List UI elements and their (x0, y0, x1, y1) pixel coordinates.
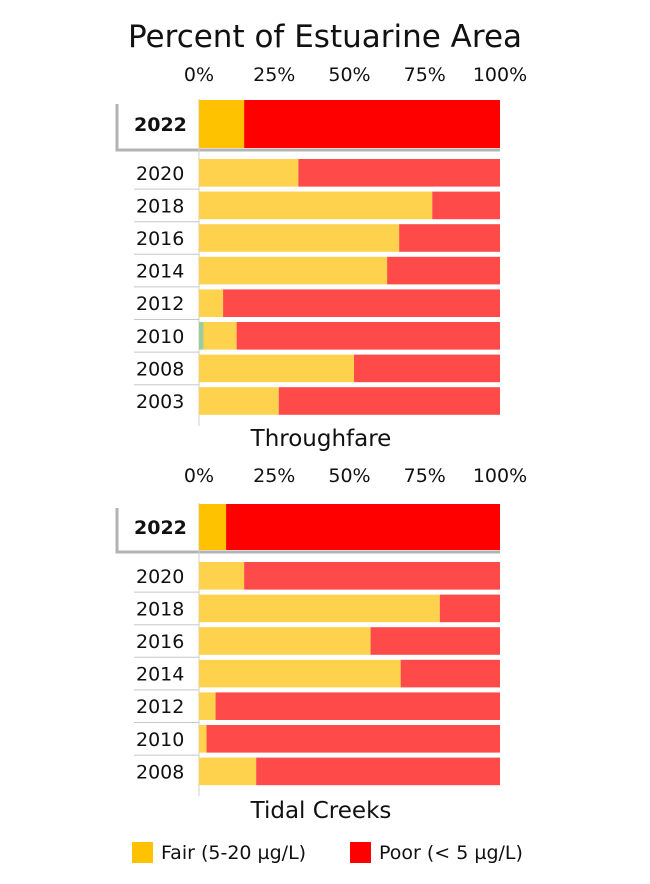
panel-1-bar-2008-fair (199, 354, 355, 383)
panel-1-category-label-2018: 2018 (136, 195, 184, 217)
panel-1-bar-2003-poor (278, 387, 500, 415)
panel-1-bar-2022-fair (199, 100, 245, 148)
panel-2-bar-2008-fair (199, 757, 257, 786)
panel-2-category-label-2008: 2008 (136, 761, 184, 783)
panel-1-bar-2020-fair (199, 159, 299, 187)
panel-1-category-label-2008: 2008 (136, 358, 184, 380)
panel-1-bar-2012-poor (223, 289, 500, 317)
panel-1-category-label-2010: 2010 (136, 326, 184, 348)
legend-label-fair: Fair (5-20 µg/L) (161, 842, 306, 864)
panel-2-category-label-2020: 2020 (136, 566, 184, 588)
panel-2-category-label-2022: 2022 (134, 517, 187, 539)
panel-1-category-label-2016: 2016 (136, 228, 184, 250)
panel-1-bar-2012-fair (199, 289, 224, 317)
panel-2-bar-2020-poor (244, 562, 500, 590)
panel-1-category-label-2020: 2020 (136, 163, 184, 185)
panel-2-bar-2012-poor (215, 692, 500, 720)
panel-2-panel-label: Tidal Creeks (250, 798, 392, 824)
panel-1-panel-label: Throughfare (250, 426, 392, 452)
panel-2-bar-2010-fair (199, 725, 207, 753)
panel-1-bar-2018-poor (432, 191, 500, 220)
panel-2-bar-2008-poor (256, 757, 500, 786)
panel-2-tick-label: 50% (328, 465, 370, 487)
panel-2-category-label-2016: 2016 (136, 631, 184, 653)
legend-label-poor: Poor (< 5 µg/L) (379, 842, 523, 864)
legend-swatch-poor (350, 842, 371, 863)
panel-1-category-label-2022: 2022 (134, 114, 187, 136)
panel-1-bar-2010-poor (236, 322, 500, 350)
panel-2-bar-2014-fair (199, 659, 401, 688)
panel-1-bar-2003-fair (199, 387, 279, 415)
panel-2-bar-2020-fair (199, 562, 245, 590)
panel-1-tick-label: 100% (473, 64, 527, 86)
panel-1-bar-2016-poor (399, 224, 500, 252)
panel-1-category-label-2014: 2014 (136, 261, 184, 283)
panel-1-bar-2022-poor (244, 100, 500, 148)
panel-2-category-label-2012: 2012 (136, 696, 184, 718)
panel-2-bar-2010-poor (206, 725, 500, 753)
panel-2-bar-2012-fair (199, 692, 216, 720)
panel-1-bar-2020-poor (298, 159, 500, 187)
panel-1-tick-label: 0% (184, 64, 214, 86)
panel-1-bar-2010-fair (203, 322, 237, 350)
panel-1-category-label-2012: 2012 (136, 293, 184, 315)
legend-swatch-fair (132, 842, 153, 863)
panel-2-bar-2018-fair (199, 594, 440, 623)
panel-1-highlight-frame (115, 104, 500, 152)
panel-2-category-label-2010: 2010 (136, 729, 184, 751)
panel-1-bar-2008-poor (354, 354, 500, 383)
panel-1-bar-2014-fair (199, 256, 388, 285)
panel-2-bar-2022-fair (199, 504, 227, 550)
panel-1-bar-2018-fair (199, 191, 433, 220)
panel-1-tick-label: 50% (328, 64, 370, 86)
panel-1-bar-2010-good (199, 322, 204, 350)
panel-2-highlight-frame (115, 508, 500, 554)
panel-1-tick-label: 75% (404, 64, 446, 86)
panel-1-bar-2014-poor (387, 256, 500, 285)
panel-2-category-label-2018: 2018 (136, 598, 184, 620)
chart-title: Percent of Estuarine Area (128, 19, 522, 55)
panel-2-bar-2022-poor (226, 504, 500, 550)
panel-2-category-label-2014: 2014 (136, 664, 184, 686)
panel-1-category-label-2003: 2003 (136, 391, 184, 413)
panel-2-tick-label: 100% (473, 465, 527, 487)
panel-2-bar-2016-poor (370, 627, 500, 655)
panel-2-bar-2018-poor (439, 594, 500, 623)
panel-1-tick-label: 25% (253, 64, 295, 86)
panel-2-bar-2016-fair (199, 627, 371, 655)
panel-2-tick-label: 75% (404, 465, 446, 487)
panel-1-bar-2016-fair (199, 224, 400, 252)
panel-2-bar-2014-poor (400, 659, 500, 688)
panel-2-tick-label: 25% (253, 465, 295, 487)
panel-2-tick-label: 0% (184, 465, 214, 487)
